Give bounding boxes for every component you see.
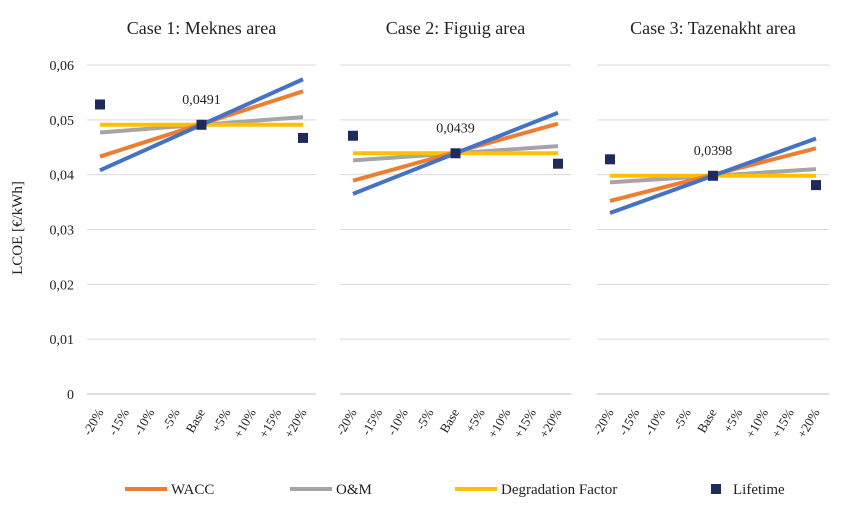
y-tick-label: 0,06 xyxy=(50,59,75,74)
legend-label-lifetime: Lifetime xyxy=(733,482,785,498)
x-tick-label: +15% xyxy=(510,406,539,441)
x-tick-label: Base xyxy=(436,406,462,436)
chart-panel: Case 3: Tazenakht area -20%-15%-10% -5% Bas… xyxy=(590,18,823,440)
x-tick-label: +20% xyxy=(281,406,310,441)
x-tick-label: -20% xyxy=(333,406,360,438)
x-tick-label: +10% xyxy=(743,406,772,441)
lifetime-marker xyxy=(811,180,821,191)
x-tick-label: -5% xyxy=(413,406,437,432)
x-tick-label: +10% xyxy=(230,406,259,441)
y-tick-label: 0,04 xyxy=(50,169,75,184)
lifetime-marker xyxy=(348,130,358,141)
y-axis: 0 0,01 0,02 0,03 0,04 0,05 0,06 xyxy=(50,59,75,403)
gridlines xyxy=(87,64,829,395)
lifetime-marker xyxy=(298,132,308,143)
x-tick-label: -5% xyxy=(670,406,694,432)
x-tick-label: +10% xyxy=(485,406,514,441)
legend-swatch-lifetime xyxy=(711,484,721,494)
lifetime-marker xyxy=(605,154,615,165)
lifetime-marker xyxy=(553,158,563,169)
y-tick-label: 0,01 xyxy=(50,333,75,348)
x-tick-label: -5% xyxy=(159,406,183,432)
y-axis-label: LCOE [€/kWh] xyxy=(10,181,26,275)
base-value-label: 0,0491 xyxy=(182,93,221,108)
legend-label-o-m: O&M xyxy=(336,482,372,498)
y-tick-label: 0,05 xyxy=(50,114,75,129)
lifetime-marker xyxy=(708,170,718,181)
panel-title: Case 3: Tazenakht area xyxy=(630,18,796,38)
panel-title: Case 1: Meknes area xyxy=(127,18,276,38)
legend-label-degradation-factor: Degradation Factor xyxy=(501,482,617,498)
x-tick-label: +5% xyxy=(720,406,745,435)
x-tick-label: -15% xyxy=(615,406,642,438)
legend-label-wacc: WACC xyxy=(171,482,214,498)
x-tick-label: Base xyxy=(182,406,208,436)
x-tick-label: Base xyxy=(694,406,720,436)
x-tick-label: +5% xyxy=(208,406,233,435)
y-tick-label: 0,03 xyxy=(50,224,75,239)
legend: WACC O&M Degradation Factor Lifetime xyxy=(125,482,785,498)
x-tick-label: -20% xyxy=(590,406,617,438)
x-tick-label: +15% xyxy=(256,406,285,441)
x-tick-label: -10% xyxy=(130,406,157,438)
x-tick-label: -20% xyxy=(80,406,107,438)
x-tick-label: +20% xyxy=(536,406,565,441)
lifetime-marker xyxy=(95,99,105,110)
y-tick-label: 0 xyxy=(67,388,74,403)
x-tick-label: -10% xyxy=(384,406,411,438)
x-tick-label: +20% xyxy=(794,406,823,441)
x-tick-label: +5% xyxy=(462,406,487,435)
y-tick-label: 0,02 xyxy=(50,278,75,293)
lifetime-marker xyxy=(450,148,461,159)
lifetime-marker xyxy=(196,119,207,130)
x-tick-label: +15% xyxy=(768,406,797,441)
base-value-label: 0,0398 xyxy=(694,144,733,159)
x-tick-label: -10% xyxy=(641,406,668,438)
base-value-label: 0,0439 xyxy=(436,121,475,136)
panel-title: Case 2: Figuig area xyxy=(386,18,525,38)
x-tick-label: -15% xyxy=(358,406,385,438)
x-tick-label: -15% xyxy=(105,406,132,438)
